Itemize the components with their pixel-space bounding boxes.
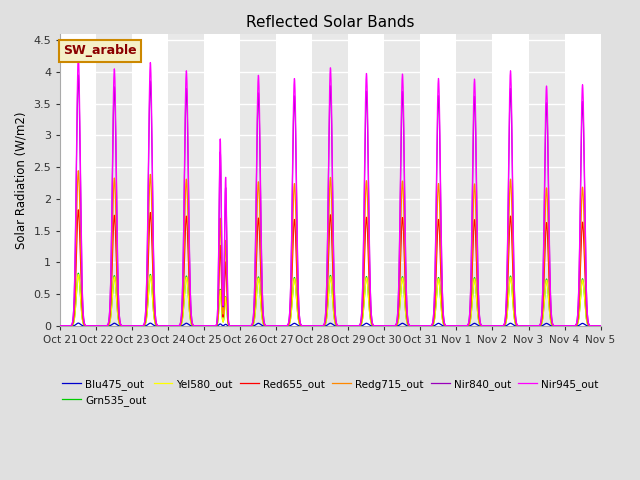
Grn535_out [287,310,295,315]
Nir945_out [118,323,126,328]
Redg715_out [586,323,594,329]
Nir840_out [150,285,158,290]
Line: Redg715_out: Redg715_out [60,171,600,326]
Nir945_out [596,323,604,329]
Nir840_out [204,323,211,329]
Blu475_out [528,323,536,329]
Nir945_out [528,323,536,329]
Redg715_out [287,283,295,289]
Redg715_out [528,323,536,329]
Bar [241,34,276,326]
Nir945_out [56,323,64,329]
Redg715_out [56,323,64,329]
Redg715_out [118,323,126,329]
Redg715_out [74,168,82,174]
Red655_out [150,305,158,311]
Line: Nir945_out: Nir945_out [60,56,600,326]
Yel580_out [586,323,594,329]
Redg715_out [596,323,604,329]
Red655_out [596,323,604,329]
Grn535_out [264,323,272,329]
Grn535_out [56,323,64,329]
Bar [385,34,420,326]
Blu475_out [287,322,295,328]
Blu475_out [586,323,594,329]
Bar [456,34,493,326]
Nir945_out [74,53,82,59]
Red655_out [204,323,211,329]
Title: Reflected Solar Bands: Reflected Solar Bands [246,15,415,30]
Redg715_out [204,323,211,329]
Y-axis label: Solar Radiation (W/m2): Solar Radiation (W/m2) [15,111,28,249]
Red655_out [287,293,295,299]
Nir840_out [596,323,604,329]
Blu475_out [204,323,211,329]
Yel580_out [287,310,295,315]
Red655_out [56,323,64,329]
Line: Yel580_out: Yel580_out [60,275,600,326]
Yel580_out [596,323,604,329]
Nir945_out [586,323,594,329]
Blu475_out [74,320,82,326]
Yel580_out [56,323,64,329]
Nir840_out [528,323,536,329]
Nir840_out [264,323,272,329]
Bar [312,34,348,326]
Yel580_out [264,323,272,329]
Grn535_out [150,315,158,321]
Blu475_out [150,323,158,328]
Nir840_out [287,259,295,264]
Yel580_out [74,272,82,277]
Legend: Blu475_out, Grn535_out, Yel580_out, Red655_out, Redg715_out, Nir840_out, Nir945_: Blu475_out, Grn535_out, Yel580_out, Red6… [58,375,603,410]
Nir945_out [150,282,158,288]
Redg715_out [150,299,158,305]
Yel580_out [118,323,126,329]
Red655_out [264,323,272,329]
Line: Grn535_out: Grn535_out [60,273,600,326]
Blu475_out [596,323,604,329]
Bar [529,34,564,326]
Nir945_out [264,323,272,329]
Line: Nir840_out: Nir840_out [60,75,600,326]
Nir840_out [586,323,594,329]
Grn535_out [118,323,126,329]
Red655_out [528,323,536,329]
Nir840_out [74,72,82,78]
Yel580_out [204,323,211,329]
Blu475_out [56,323,64,329]
Nir840_out [118,323,126,329]
Line: Red655_out: Red655_out [60,210,600,326]
Yel580_out [528,323,536,329]
Yel580_out [150,315,158,321]
Grn535_out [204,323,211,329]
Grn535_out [596,323,604,329]
Grn535_out [528,323,536,329]
Text: SW_arable: SW_arable [63,44,137,57]
Nir945_out [204,323,211,329]
Line: Blu475_out: Blu475_out [60,323,600,326]
Grn535_out [74,270,82,276]
Red655_out [118,323,126,329]
Bar [168,34,204,326]
Blu475_out [264,323,272,329]
Grn535_out [586,323,594,329]
Nir840_out [56,323,64,329]
Bar [97,34,132,326]
Nir945_out [287,254,295,260]
Red655_out [586,323,594,329]
Redg715_out [264,323,272,329]
Blu475_out [118,323,126,329]
Red655_out [74,207,82,213]
